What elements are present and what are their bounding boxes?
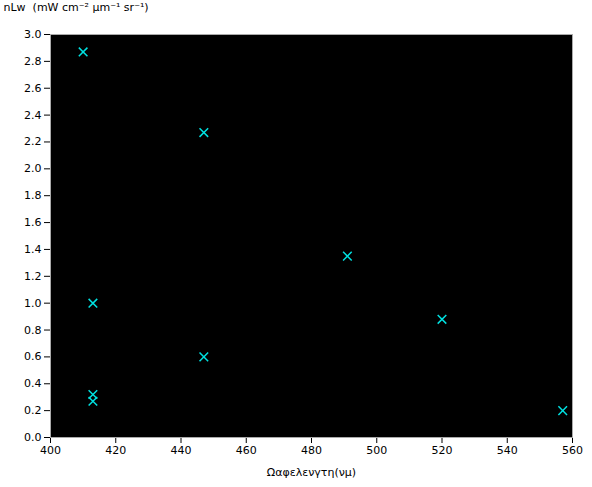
svg-text:0.4: 0.4 [24, 377, 42, 390]
svg-text:2.4: 2.4 [24, 109, 42, 122]
svg-text:1.6: 1.6 [24, 216, 42, 229]
svg-text:2.6: 2.6 [24, 82, 42, 95]
svg-text:1.2: 1.2 [24, 270, 42, 283]
svg-text:3.0: 3.0 [24, 28, 42, 41]
svg-text:0.0: 0.0 [24, 431, 42, 444]
svg-text:1.0: 1.0 [24, 297, 42, 310]
svg-text:500: 500 [366, 444, 387, 457]
svg-text:2.8: 2.8 [24, 55, 42, 68]
svg-text:540: 540 [497, 444, 518, 457]
svg-text:1.8: 1.8 [24, 189, 42, 202]
svg-text:480: 480 [301, 444, 322, 457]
svg-text:1.4: 1.4 [24, 243, 42, 256]
svg-text:440: 440 [171, 444, 192, 457]
svg-text:nLw (mW cm⁻² μm⁻¹ sr⁻¹): nLw (mW cm⁻² μm⁻¹ sr⁻¹) [4, 1, 149, 14]
svg-text:520: 520 [432, 444, 453, 457]
svg-text:0.8: 0.8 [24, 324, 42, 337]
svg-text:0.6: 0.6 [24, 350, 42, 363]
svg-text:0.2: 0.2 [24, 404, 42, 417]
svg-text:560: 560 [562, 444, 583, 457]
svg-text:Ωαφελενγτη(νμ): Ωαφελενγτη(νμ) [267, 466, 356, 479]
svg-text:2.2: 2.2 [24, 135, 42, 148]
svg-text:2.0: 2.0 [24, 162, 42, 175]
svg-text:420: 420 [105, 444, 126, 457]
svg-text:460: 460 [236, 444, 257, 457]
svg-text:400: 400 [40, 444, 61, 457]
